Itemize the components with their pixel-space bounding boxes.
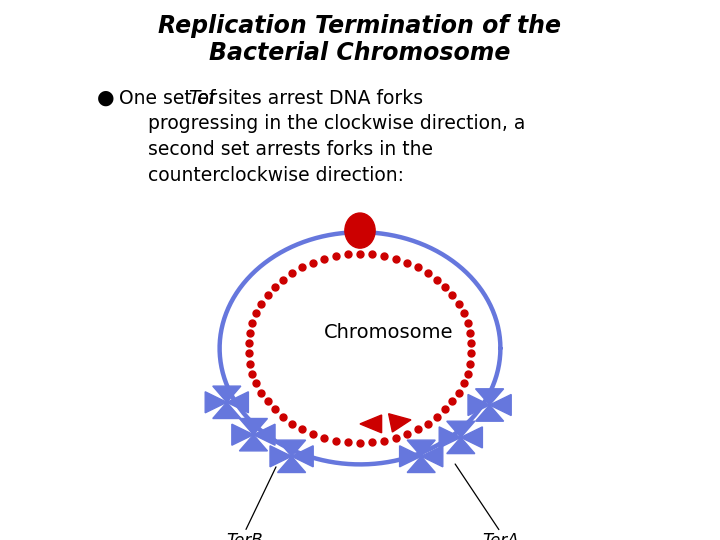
- Text: One set of: One set of: [119, 89, 222, 107]
- Polygon shape: [389, 414, 411, 432]
- Polygon shape: [400, 446, 421, 467]
- Polygon shape: [490, 394, 511, 416]
- Polygon shape: [213, 402, 240, 418]
- Polygon shape: [213, 386, 240, 402]
- Text: TerA: TerA: [482, 532, 518, 540]
- Polygon shape: [253, 424, 275, 445]
- Polygon shape: [439, 427, 461, 448]
- Polygon shape: [468, 394, 490, 416]
- Polygon shape: [278, 456, 306, 472]
- Text: counterclockwise direction:: counterclockwise direction:: [148, 166, 404, 185]
- Text: Bacterial Chromosome: Bacterial Chromosome: [210, 40, 510, 64]
- Polygon shape: [408, 456, 435, 472]
- Polygon shape: [239, 418, 268, 435]
- Text: second set arrests forks in the: second set arrests forks in the: [148, 140, 433, 159]
- Polygon shape: [446, 437, 475, 454]
- Text: ●: ●: [97, 89, 114, 107]
- Text: Replication Termination of the: Replication Termination of the: [158, 14, 562, 37]
- Polygon shape: [239, 435, 268, 451]
- Text: TerB: TerB: [227, 532, 263, 540]
- Polygon shape: [278, 440, 306, 456]
- Polygon shape: [461, 427, 482, 448]
- Polygon shape: [205, 392, 227, 413]
- Ellipse shape: [345, 213, 375, 248]
- Polygon shape: [446, 421, 475, 437]
- Polygon shape: [232, 424, 253, 445]
- Text: Ter: Ter: [189, 89, 217, 107]
- Polygon shape: [227, 392, 248, 413]
- Polygon shape: [408, 440, 435, 456]
- Polygon shape: [475, 405, 503, 421]
- Polygon shape: [270, 446, 292, 467]
- Polygon shape: [292, 446, 313, 467]
- Text: Chromosome: Chromosome: [324, 322, 454, 342]
- Polygon shape: [421, 446, 443, 467]
- Text: sites arrest DNA forks: sites arrest DNA forks: [212, 89, 423, 107]
- Polygon shape: [360, 415, 382, 433]
- Text: progressing in the clockwise direction, a: progressing in the clockwise direction, …: [148, 114, 525, 133]
- Polygon shape: [475, 389, 503, 405]
